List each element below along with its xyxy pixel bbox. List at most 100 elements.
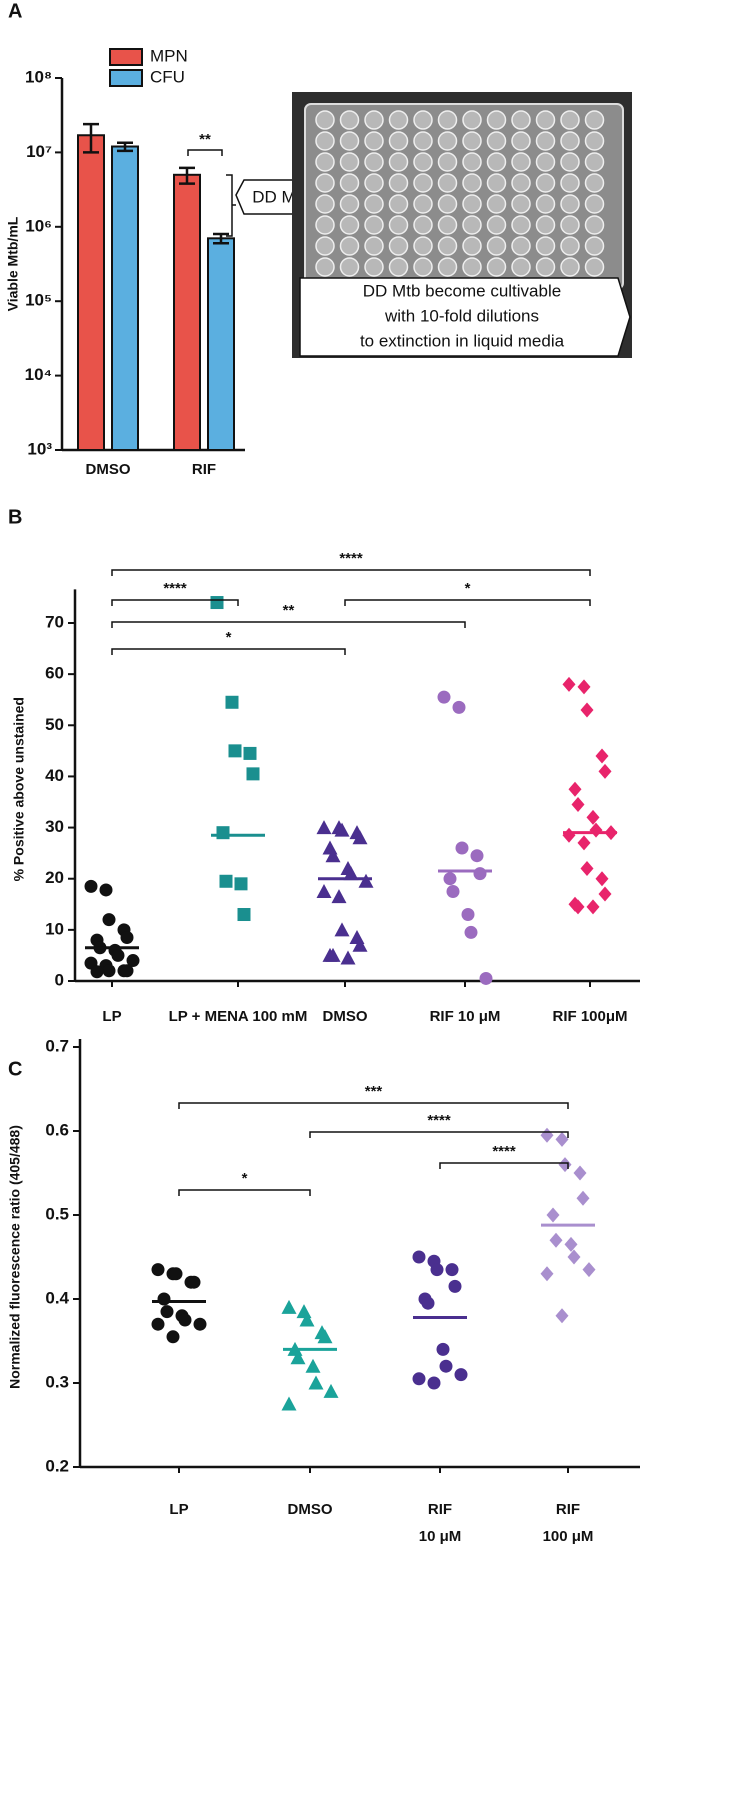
data-point (595, 748, 609, 764)
plate-well (437, 152, 458, 172)
x-tick-label: RIF 10 μM (430, 1008, 501, 1025)
data-point (323, 1383, 339, 1398)
plate-well (462, 215, 482, 235)
data-point (334, 922, 350, 937)
data-point (454, 1368, 468, 1382)
x-tick-label: LP (102, 1008, 121, 1025)
y-tick-label: 0.7 (45, 1036, 69, 1055)
plate-well (339, 215, 360, 235)
plate-well (462, 194, 482, 214)
plate-well (315, 152, 335, 172)
significance-bracket (178, 1102, 569, 1109)
data-point (540, 1266, 554, 1282)
panel-label: C (8, 1058, 22, 1080)
y-tick-label: 20 (45, 868, 64, 887)
plate-well (437, 173, 458, 193)
data-point (439, 1359, 453, 1373)
bar (207, 237, 235, 451)
plate-well (535, 173, 556, 193)
x-tick-label: LP + MENA 100 mM (169, 1008, 308, 1025)
data-point (102, 913, 116, 927)
plate-well (535, 131, 556, 151)
data-point (334, 822, 350, 837)
legend-label: MPN (150, 46, 188, 65)
y-tick-label: 0 (55, 970, 64, 989)
plate-well (511, 236, 531, 256)
plate-well (437, 131, 458, 151)
data-point (210, 596, 224, 610)
data-point (352, 937, 368, 952)
plate-well (511, 194, 531, 214)
y-tick-label: 30 (45, 817, 64, 836)
plate-well (315, 110, 335, 130)
significance-label: **** (427, 1112, 451, 1129)
data-point (99, 883, 113, 897)
plate-well (462, 152, 482, 172)
plate-well (511, 257, 531, 277)
data-point (120, 931, 134, 945)
plate-well (339, 110, 360, 130)
plate-well (486, 110, 507, 130)
y-tick-label: 10 (45, 919, 64, 938)
plate-well (462, 173, 482, 193)
plate-well (413, 152, 433, 172)
error-bar (117, 141, 133, 153)
data-point (568, 781, 582, 797)
plate-well (339, 257, 360, 277)
significance-bracket (111, 599, 239, 606)
plate-well (486, 236, 507, 256)
plate-well (315, 173, 335, 193)
data-point (555, 1131, 569, 1147)
caption-line: DD Mtb become cultivable (363, 281, 561, 300)
plate-well (486, 131, 507, 151)
bar (173, 173, 201, 451)
dd-bracket (226, 174, 236, 237)
plate-well (388, 215, 409, 235)
data-point (479, 971, 493, 985)
plate-well (560, 173, 580, 193)
data-point (562, 676, 576, 692)
plate-well (339, 173, 360, 193)
data-point (586, 899, 600, 915)
significance-bracket (178, 1189, 311, 1196)
y-tick-label: 10³ (27, 439, 52, 458)
x-tick-label: DMSO (323, 1008, 368, 1025)
panel-label: A (8, 0, 22, 22)
plate-well (584, 236, 605, 256)
data-point (564, 1236, 578, 1252)
data-point (452, 700, 466, 714)
data-point (120, 964, 134, 978)
plate-well (364, 110, 384, 130)
plate-well (437, 236, 458, 256)
data-point (448, 1279, 462, 1293)
x-tick-label: 10 μM (419, 1528, 462, 1545)
plate-well (413, 236, 433, 256)
data-point (455, 841, 469, 855)
plate-well (388, 194, 409, 214)
plate-well (560, 152, 580, 172)
data-point (555, 1308, 569, 1324)
data-point (299, 1312, 315, 1327)
x-tick-label: RIF (428, 1501, 452, 1518)
data-point (234, 877, 248, 891)
data-point (412, 1250, 426, 1264)
x-tick-label: DMSO (86, 461, 131, 478)
plate-well (462, 236, 482, 256)
data-point (290, 1350, 306, 1365)
data-point (461, 908, 475, 922)
data-point (316, 884, 332, 898)
data-point (421, 1296, 435, 1310)
plate-well (462, 257, 482, 277)
data-point (187, 1275, 201, 1289)
plate-well (364, 152, 384, 172)
data-point (305, 1358, 321, 1373)
plate-well (364, 131, 384, 151)
plate-well (560, 257, 580, 277)
plate-well (584, 194, 605, 214)
plate-well (511, 173, 531, 193)
y-tick-label: 0.3 (45, 1372, 69, 1391)
significance-label: **** (339, 550, 363, 567)
plate-well (437, 215, 458, 235)
data-point (228, 744, 242, 758)
data-point (567, 1249, 581, 1265)
